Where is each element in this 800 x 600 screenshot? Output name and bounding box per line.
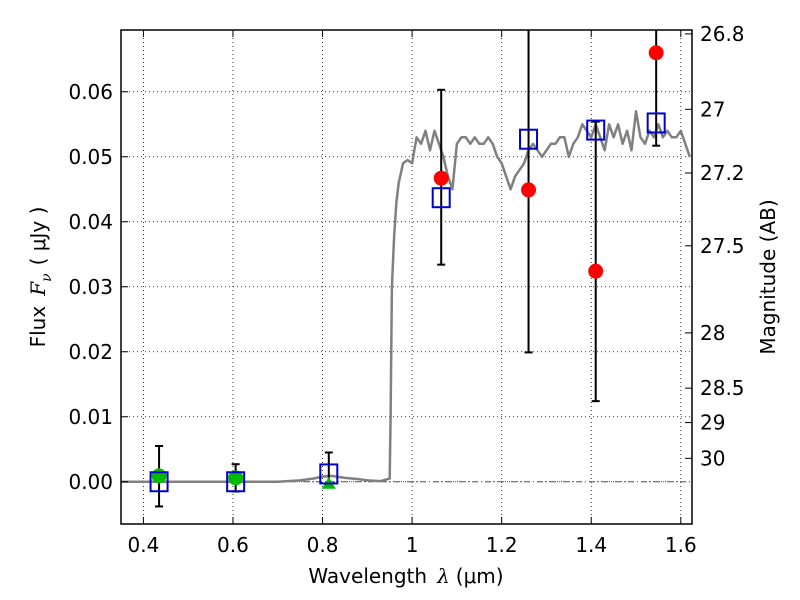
x-axis-label-symbol: λ — [436, 564, 450, 588]
x-axis-label-unit: (μm) — [456, 564, 504, 588]
model-point-square — [319, 463, 339, 485]
y-axis-label-unit: ( μJy ) — [26, 207, 50, 266]
y2-tick-label: 27.5 — [700, 234, 745, 258]
plot-background — [121, 30, 692, 524]
data-markers — [149, 45, 666, 493]
model-point-square — [646, 112, 666, 134]
data-point — [648, 45, 664, 61]
y2-tick-label: 28 — [700, 321, 725, 345]
y2-tick-label: 29 — [700, 411, 725, 435]
x-tick-label: 1 — [406, 533, 419, 557]
secondary-y-axis-label: Magnitude (AB) — [756, 199, 780, 354]
y2-tick-label: 27 — [700, 97, 725, 121]
y2-tick-label: 27.2 — [700, 161, 745, 185]
x-tick-label: 1.4 — [575, 533, 607, 557]
x-tick-label: 0.4 — [127, 533, 159, 557]
y-tick-label: 0.02 — [68, 340, 113, 364]
y2-tick-label: 30 — [700, 446, 725, 470]
x-axis-label: Wavelength λ (μm) — [308, 564, 503, 588]
x-tick-label: 1.2 — [486, 533, 518, 557]
model-point-square — [431, 187, 451, 209]
model-point-square — [149, 471, 169, 493]
data-point — [151, 468, 167, 484]
spectrum-line — [121, 110, 691, 484]
x-axis-label-prefix: Wavelength — [308, 564, 427, 588]
y-tick-label: 0.06 — [68, 80, 113, 104]
y-tick-label: 0.00 — [68, 470, 113, 494]
x-tick-label: 0.8 — [307, 533, 339, 557]
y-axis-label-prefix: Flux — [26, 306, 50, 348]
template-spectrum — [121, 110, 691, 484]
y-tick-label: 0.05 — [68, 145, 113, 169]
data-point — [521, 182, 537, 198]
x-tick-label: 1.6 — [665, 533, 697, 557]
y-axis-label: Flux Fν ( μJy ) — [26, 207, 55, 348]
y-axis-label-symbol: F — [26, 281, 50, 297]
y2-tick-label: 28.5 — [700, 376, 745, 400]
y2-tick-label: 26.8 — [700, 22, 745, 46]
model-point-square — [226, 471, 246, 493]
model-point-square — [586, 119, 606, 141]
y-tick-label: 0.03 — [68, 275, 113, 299]
data-point — [228, 470, 244, 486]
x-tick-label: 0.6 — [217, 533, 249, 557]
y-tick-label: 0.04 — [68, 210, 113, 234]
axis-ticks: 0.4 0.6 0.8 1 1.2 1.4 1.6 0.00 0.01 0.02 0.03 0.04 0… — [68, 22, 744, 557]
data-point — [588, 263, 604, 279]
plot-frame — [120, 29, 693, 525]
y-tick-label: 0.01 — [68, 405, 113, 429]
y-axis-label-subscript: ν — [39, 273, 55, 282]
data-point — [433, 170, 449, 186]
model-point-square — [519, 128, 539, 150]
